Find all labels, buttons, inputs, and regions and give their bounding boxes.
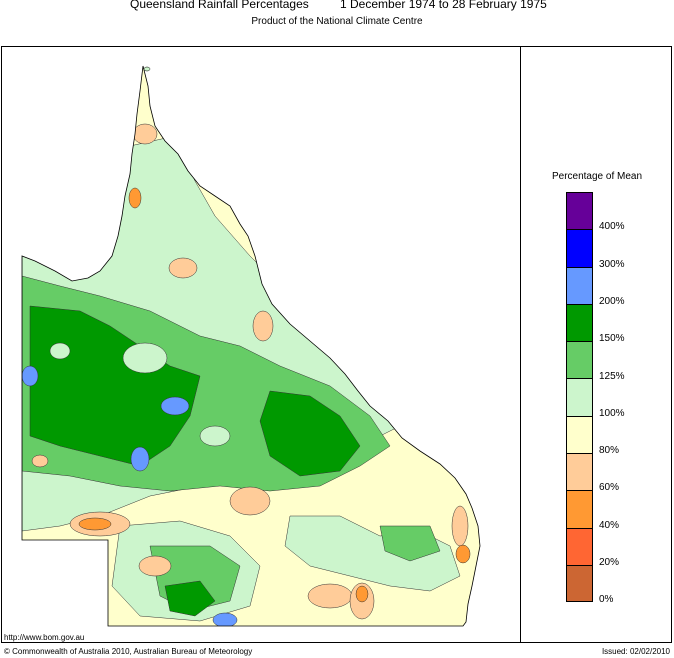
legend-tick-label: 400%	[599, 221, 625, 233]
legend-tick-label: 40%	[599, 519, 620, 531]
copyright-notice: © Commonwealth of Australia 2010, Austra…	[4, 647, 253, 656]
legend-swatch	[566, 564, 593, 603]
legend-swatch	[566, 490, 593, 528]
legend-swatch	[566, 453, 593, 491]
legend-swatch	[566, 527, 593, 565]
legend-tick-label: 60%	[599, 482, 620, 494]
legend-tick-label: 200%	[599, 295, 625, 307]
legend-divider	[520, 46, 521, 643]
legend-scale	[566, 192, 593, 603]
source-url: http://www.bom.gov.au	[4, 633, 85, 642]
legend-tick-label: 300%	[599, 258, 625, 270]
map-subtitle: Product of the National Climate Centre	[251, 16, 423, 27]
legend-tick-label: 20%	[599, 557, 620, 568]
legend-swatch	[566, 229, 593, 267]
legend-swatch	[566, 303, 593, 342]
legend-title: Percentage of Mean	[551, 171, 643, 182]
legend-swatch	[566, 378, 593, 416]
legend-tick-label: 150%	[599, 333, 625, 345]
legend-tick-label: 100%	[599, 407, 625, 419]
legend-swatch	[566, 415, 593, 454]
torres-strait-island	[143, 66, 151, 72]
legend-tick-label: 0%	[599, 594, 614, 606]
map-date-range: 1 December 1974 to 28 February 1975	[340, 0, 547, 11]
legend-swatch	[566, 341, 593, 379]
legend-tick-label: 80%	[599, 445, 620, 457]
map-title: Queensland Rainfall Percentages	[130, 0, 309, 11]
queensland-rainfall-map	[21, 65, 481, 627]
legend-tick-label: 125%	[599, 370, 625, 382]
map-frame	[1, 46, 672, 643]
issued-date: Issued: 02/02/2010	[601, 647, 670, 656]
legend-swatch	[566, 192, 593, 230]
title-bar: Queensland Rainfall Percentages 1 Decemb…	[0, 0, 674, 14]
queensland-outline	[21, 65, 481, 627]
legend-swatch	[566, 266, 593, 304]
